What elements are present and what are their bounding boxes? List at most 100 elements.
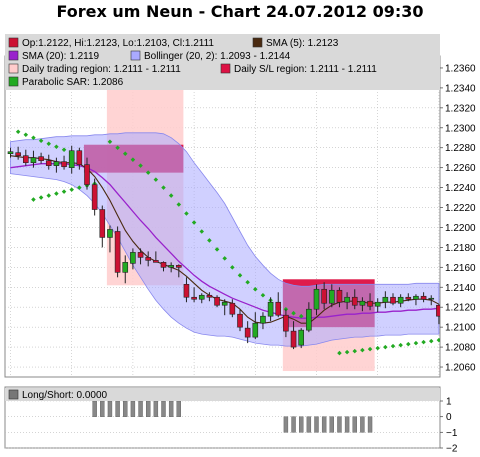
candle-body bbox=[267, 301, 274, 317]
y-tick-label: 1.2340 bbox=[445, 83, 476, 94]
y-tick-label: 1.2220 bbox=[445, 203, 476, 214]
candle-body bbox=[260, 315, 266, 324]
long-short-bar bbox=[100, 400, 105, 417]
sub-y-tick-label: 0 bbox=[446, 412, 452, 423]
sar-dot bbox=[375, 345, 380, 351]
candle-body bbox=[436, 304, 440, 317]
legend-bollinger: Bollinger (20, 2): 1.2093 - 1.2144 bbox=[144, 51, 291, 62]
candle-body bbox=[321, 288, 327, 304]
sar-dot bbox=[298, 313, 304, 319]
sub-y-tick-label: −1 bbox=[446, 428, 458, 439]
candle-body bbox=[53, 161, 60, 166]
sma20-swatch bbox=[8, 50, 19, 61]
long-short-bar bbox=[314, 416, 319, 433]
candle-body bbox=[214, 296, 220, 306]
candle-body bbox=[413, 295, 419, 300]
sar-dot bbox=[291, 310, 296, 316]
long-short-bars bbox=[92, 400, 373, 433]
candle-body bbox=[198, 294, 205, 300]
long-short-bar bbox=[337, 416, 342, 433]
y-tick-label: 1.2280 bbox=[445, 143, 476, 154]
candle-body bbox=[374, 301, 381, 307]
sar-dot bbox=[237, 273, 243, 278]
sar-dot bbox=[77, 185, 82, 190]
candle-body bbox=[145, 257, 151, 261]
candle-body bbox=[221, 301, 228, 306]
candle-body bbox=[7, 151, 14, 154]
indicator-axis: 1 0 −1 −2 bbox=[440, 397, 458, 455]
candle-body bbox=[191, 296, 197, 300]
sar-dot bbox=[61, 189, 67, 194]
long-short-bar bbox=[329, 416, 334, 433]
long-short-bar bbox=[291, 416, 296, 433]
page-title: Forex um Neun - Chart 24.07.2012 09:30 bbox=[56, 2, 424, 21]
candle-body bbox=[252, 322, 259, 338]
candle-body bbox=[313, 288, 320, 310]
candle-body bbox=[137, 252, 144, 258]
indicator-swatch bbox=[8, 389, 19, 400]
sar-dot bbox=[54, 144, 59, 149]
long-short-bar bbox=[344, 416, 350, 433]
sar-dot bbox=[390, 343, 396, 349]
candle-body bbox=[229, 302, 236, 315]
long-short-bar bbox=[123, 400, 128, 417]
long-short-bar bbox=[306, 416, 312, 433]
candle-body bbox=[30, 157, 37, 163]
legend: Op:1.2122, Hi:1.2123, Lo:1.2103, Cl:1.21… bbox=[5, 34, 440, 90]
y-tick-label: 1.2240 bbox=[445, 183, 476, 194]
sar-dot bbox=[367, 346, 373, 352]
candle-body bbox=[420, 295, 427, 300]
legend-indicator: Long/Short: 0.0000 bbox=[22, 390, 108, 401]
price-axis: 1.2360 1.2340 1.2320 1.2300 1.2280 1.2260 1.22… bbox=[440, 63, 476, 374]
sar-dot bbox=[115, 145, 120, 150]
sar-dot bbox=[69, 187, 74, 192]
sar-dot bbox=[122, 151, 128, 156]
candle-body bbox=[328, 289, 335, 304]
sar-swatch bbox=[8, 76, 19, 87]
candle-body bbox=[130, 252, 136, 264]
candle-body bbox=[153, 260, 159, 263]
sar-dot bbox=[428, 338, 434, 344]
y-tick-label: 1.2100 bbox=[445, 323, 476, 334]
candle-body bbox=[114, 231, 121, 273]
long-short-bar bbox=[176, 400, 182, 417]
long-short-bar bbox=[168, 400, 174, 417]
sar-dot bbox=[253, 287, 258, 292]
sar-dot bbox=[421, 339, 426, 345]
sub-y-tick-label: 1 bbox=[446, 397, 452, 408]
sma5-swatch bbox=[252, 37, 263, 48]
sar-dot bbox=[436, 337, 440, 343]
candle-body bbox=[38, 156, 44, 161]
candle-body bbox=[91, 184, 98, 210]
y-tick-label: 1.2200 bbox=[445, 223, 476, 234]
legend-ohlc: Op:1.2122, Hi:1.2123, Lo:1.2103, Cl:1.21… bbox=[22, 38, 214, 49]
candle-body bbox=[351, 296, 358, 306]
candle-body bbox=[298, 329, 305, 346]
candle-body bbox=[359, 300, 366, 306]
candle-body bbox=[405, 296, 412, 300]
sl-region-swatch bbox=[220, 63, 231, 74]
long-short-bar bbox=[130, 400, 136, 417]
indicator-legend: Long/Short: 0.0000 bbox=[5, 388, 440, 401]
candle-body bbox=[84, 164, 90, 185]
candle-body bbox=[397, 296, 404, 304]
candle-body bbox=[15, 152, 21, 156]
candle-body bbox=[176, 265, 182, 268]
daily-region-swatch bbox=[8, 63, 19, 74]
y-tick-label: 1.2060 bbox=[445, 363, 476, 374]
sma20-line bbox=[10, 163, 439, 319]
candlesticks bbox=[7, 145, 440, 350]
sar-dot bbox=[413, 340, 419, 346]
long-short-bar bbox=[321, 416, 327, 433]
sar-dot bbox=[383, 344, 388, 350]
sar-dot bbox=[444, 337, 449, 342]
long-short-bar bbox=[283, 416, 289, 433]
long-short-bar bbox=[161, 400, 166, 417]
y-tick-label: 1.2160 bbox=[445, 263, 476, 274]
y-tick-label: 1.2180 bbox=[445, 243, 476, 254]
candle-body bbox=[99, 209, 106, 238]
y-tick-label: 1.2120 bbox=[445, 303, 476, 314]
long-short-bar bbox=[115, 400, 120, 417]
